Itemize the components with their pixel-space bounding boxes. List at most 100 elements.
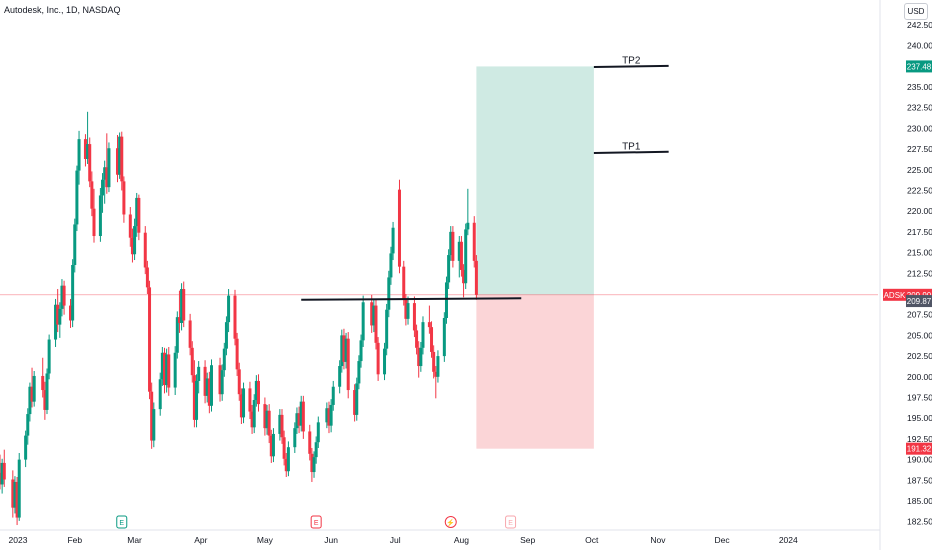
candle-body [462, 269, 466, 284]
candle-body [250, 411, 254, 428]
candle-body [2, 462, 6, 480]
candle-body [387, 277, 391, 310]
candle-body [412, 303, 416, 331]
y-tick-label: 202.50 [907, 351, 932, 361]
x-tick-label: Apr [194, 535, 207, 545]
candle [135, 192, 139, 237]
candle-body [464, 229, 468, 284]
candle [207, 371, 211, 414]
candle-body [474, 260, 478, 295]
candle [464, 223, 468, 290]
x-axis: 2023 Feb Mar Apr May Jun Jul Aug Sep Oct Nov Dec 202… [9, 535, 798, 545]
candle [188, 313, 192, 356]
y-tick-label: 200.00 [907, 372, 932, 382]
stop-price-tag: 191.32 [906, 442, 932, 455]
candle [427, 305, 431, 334]
candle [282, 430, 286, 466]
candle [374, 298, 378, 350]
tag-value: 191.32 [907, 445, 932, 454]
candle-body [282, 437, 286, 459]
candle [15, 477, 19, 526]
candle-body [43, 390, 47, 410]
candle-body [383, 348, 387, 375]
event-badge [310, 515, 322, 529]
candle [256, 374, 260, 412]
candle [462, 264, 466, 298]
candle-body [133, 226, 137, 255]
candle-body [86, 144, 90, 159]
candle [327, 401, 331, 434]
y-tick-label: 185.00 [907, 496, 932, 506]
candle-body [415, 330, 419, 348]
candle [192, 360, 196, 428]
candle [383, 342, 387, 381]
candle [329, 399, 333, 433]
tag-symbol: ADSK [884, 291, 906, 300]
candle [338, 360, 342, 394]
candle [472, 216, 476, 268]
candle [434, 366, 438, 399]
candle [43, 381, 47, 420]
candle-body [150, 391, 154, 441]
candle-body [359, 340, 363, 362]
candle [152, 402, 156, 448]
candle-body [11, 479, 15, 508]
candle [17, 452, 21, 521]
split-event-icon: ⚡ [444, 516, 457, 528]
x-tick-label: Mar [127, 535, 142, 545]
earnings-event-icon: E [505, 515, 517, 529]
candle-body [278, 414, 282, 434]
candle [444, 276, 448, 324]
candle [239, 388, 243, 424]
candle-body [227, 295, 231, 323]
currency-button[interactable]: USD [904, 3, 928, 20]
candle-body [286, 447, 290, 472]
candle-body [60, 285, 64, 309]
candle-body [256, 380, 260, 405]
candle [220, 364, 224, 401]
candle [47, 334, 51, 380]
candle [103, 160, 107, 204]
candle [233, 289, 237, 346]
candle-body [41, 375, 45, 391]
candle [449, 226, 453, 261]
candle [357, 355, 361, 390]
candle [310, 448, 314, 482]
candle-body [73, 224, 77, 265]
tag-symbol-box [883, 288, 906, 301]
candle [60, 279, 64, 317]
candle [430, 321, 434, 358]
candle [98, 187, 102, 242]
y-tick-label: 242.50 [907, 20, 932, 30]
candle [180, 283, 184, 331]
candle-body [434, 371, 438, 377]
candle-body [419, 347, 423, 367]
candle [11, 470, 15, 518]
candle [293, 422, 297, 453]
candle-body [135, 197, 139, 227]
candle-body [98, 195, 102, 237]
candle-body [391, 227, 395, 254]
candle [235, 332, 239, 376]
y-tick-label: 192.50 [907, 434, 932, 444]
candle [459, 236, 463, 277]
candle [248, 381, 252, 420]
tag-value-box [906, 442, 932, 455]
candle [83, 134, 87, 167]
candle [295, 407, 299, 434]
candle [278, 409, 282, 441]
candle-body [451, 231, 455, 261]
candle-body [0, 462, 4, 485]
candle-body [325, 408, 329, 423]
candle [130, 228, 134, 263]
candle-body [28, 386, 32, 415]
target-label-tp2: TP2 [622, 55, 641, 66]
tag-value: 209.87 [907, 297, 932, 306]
candle-body [180, 289, 184, 323]
candle-body [15, 481, 19, 518]
candle [182, 281, 186, 328]
candle [397, 179, 401, 274]
y-tick-label: 187.50 [907, 475, 932, 485]
candle-body [316, 422, 320, 443]
